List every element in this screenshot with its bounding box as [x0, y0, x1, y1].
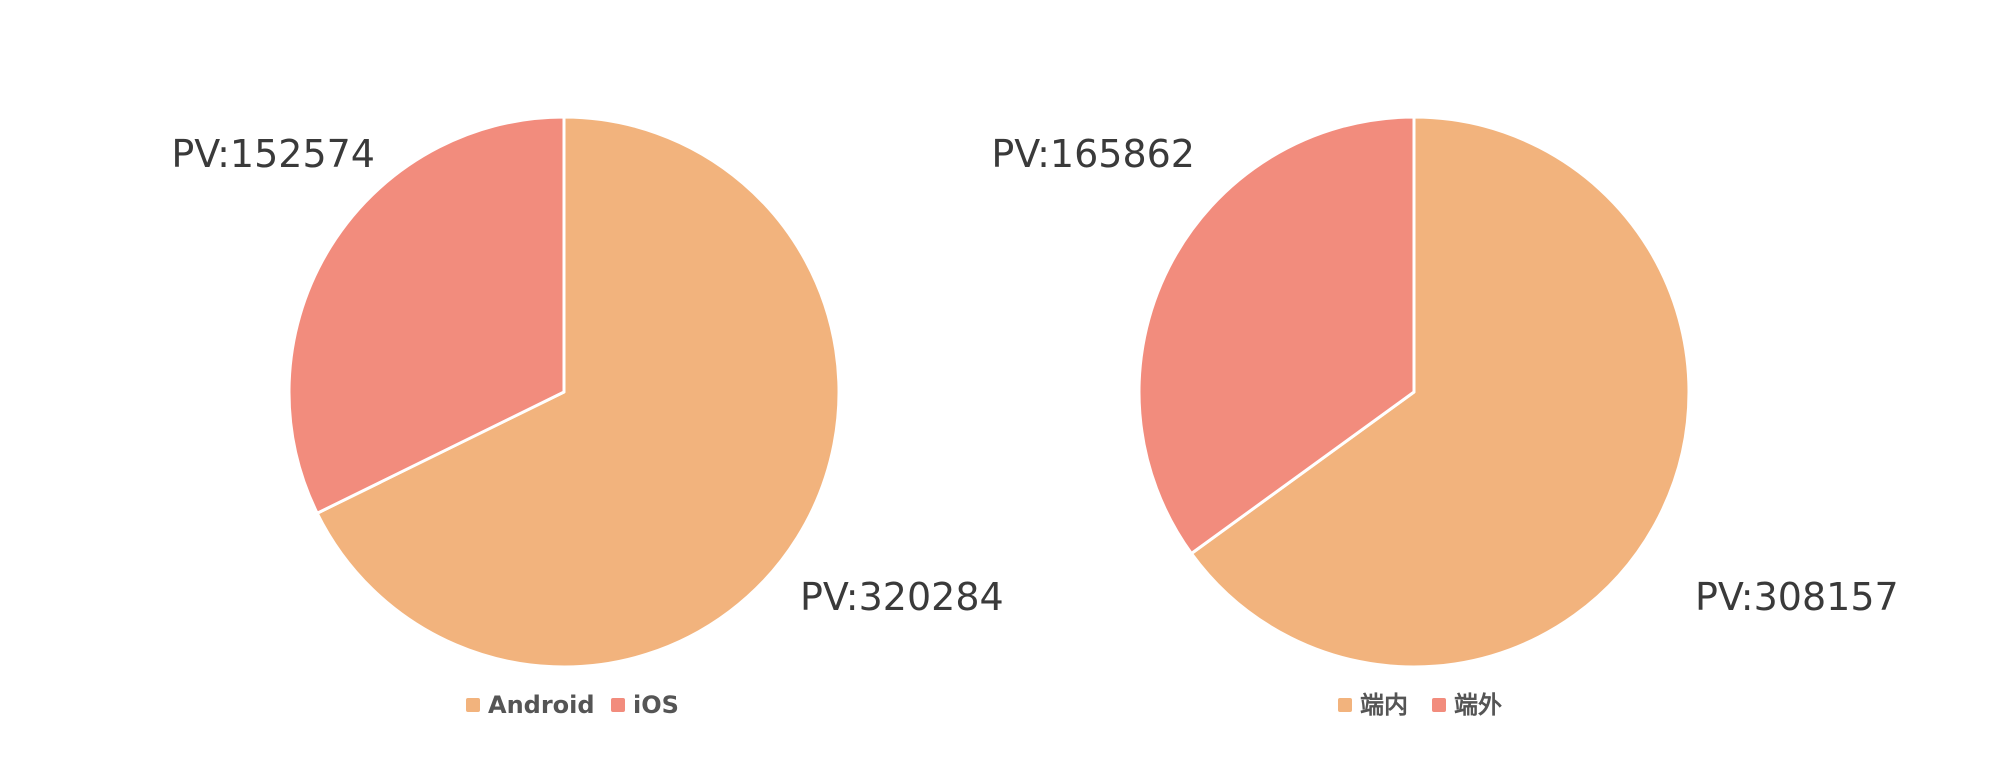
- pie-slice-端内[interactable]: [1189, 115, 1691, 669]
- slice-label-2: PV:152574: [171, 132, 375, 176]
- legend-item[interactable]: Android: [466, 691, 595, 719]
- legend-item[interactable]: 端内: [1338, 691, 1408, 719]
- legend-swatch: [1338, 698, 1352, 712]
- legend-label: iOS: [633, 691, 679, 719]
- legend-swatch: [466, 698, 480, 712]
- legend: 端内 端外: [1338, 691, 1502, 719]
- legend-label: 端外: [1454, 691, 1502, 719]
- pie-chart-2: PV:308157 PV:165862 端内 端外: [991, 115, 1899, 719]
- legend-swatch: [611, 698, 625, 712]
- pie-slice-ios[interactable]: [287, 115, 566, 515]
- pie-slice-android[interactable]: [315, 115, 841, 669]
- legend-label: Android: [488, 691, 595, 719]
- slice-label-1: PV:308157: [1695, 575, 1899, 619]
- pie-chart-1: PV:320284 PV:152574 Android iOS: [171, 115, 1004, 719]
- legend: Android iOS: [466, 691, 679, 719]
- legend-label: 端内: [1360, 691, 1408, 719]
- legend-item[interactable]: iOS: [611, 691, 679, 719]
- legend-swatch: [1432, 698, 1446, 712]
- legend-item[interactable]: 端外: [1432, 691, 1502, 719]
- slice-label-1: PV:320284: [800, 575, 1004, 619]
- pie-slice-端外[interactable]: [1137, 115, 1416, 556]
- slice-label-2: PV:165862: [991, 132, 1195, 176]
